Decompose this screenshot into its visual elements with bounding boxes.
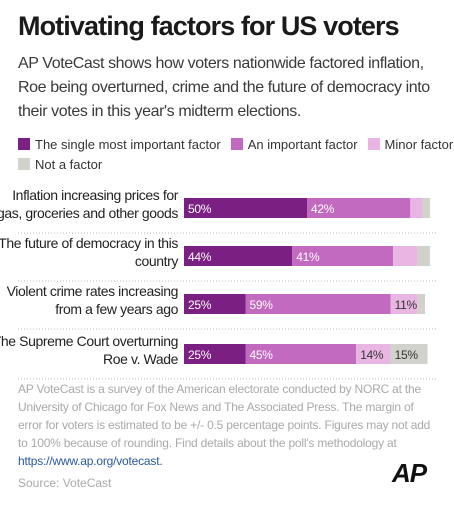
bar-segment xyxy=(417,246,430,266)
data-label: 25% xyxy=(188,348,212,362)
category-label: The future of democracy in this xyxy=(0,235,178,251)
data-label: 44% xyxy=(188,250,212,264)
legend-item-important: An important factor xyxy=(230,136,358,152)
bar-segment xyxy=(245,344,357,364)
bar-segment xyxy=(393,246,418,266)
methodology-note: AP VoteCast is a survey of the American … xyxy=(18,380,436,470)
data-label: 59% xyxy=(250,298,274,312)
category-label: Inflation increasing prices for xyxy=(12,187,179,203)
category-label: Violent crime rates increasing xyxy=(7,283,178,299)
bar-segment xyxy=(245,294,391,314)
bar-segment xyxy=(184,344,246,364)
legend-label: Not a factor xyxy=(35,156,103,172)
ap-logo: AP xyxy=(392,458,427,488)
category-label: gas, groceries and other goods xyxy=(0,205,178,221)
legend-swatch xyxy=(230,138,243,150)
data-label: 42% xyxy=(311,202,335,216)
legend-row: Not a factor xyxy=(18,154,438,174)
category-label: country xyxy=(135,253,179,269)
data-label: 45% xyxy=(250,348,274,362)
bar-segment xyxy=(390,294,418,314)
data-label: 50% xyxy=(188,202,212,216)
bar-segment xyxy=(390,344,428,364)
data-label: 15% xyxy=(395,348,419,362)
legend-item-single-most: The single most important factor xyxy=(18,137,221,152)
legend-swatch xyxy=(18,138,30,150)
note-text: AP VoteCast is a survey of the American … xyxy=(18,382,431,450)
legend-swatch xyxy=(367,138,380,150)
bar-segment xyxy=(184,246,293,266)
legend-item-not-factor: Not a factor xyxy=(18,157,102,172)
chart-title: Motivating factors for US voters xyxy=(18,11,400,41)
legend-label: An important factor xyxy=(247,136,358,152)
bar-segment xyxy=(292,246,394,266)
category-label: from a few years ago xyxy=(55,301,178,317)
bar-segment xyxy=(184,294,246,314)
bar-segment xyxy=(417,294,426,314)
category-label: Roe v. Wade xyxy=(103,351,179,367)
legend: The single most important factor An impo… xyxy=(18,134,453,174)
bar-segment xyxy=(307,198,411,218)
bar-segment xyxy=(422,198,430,218)
data-label: 25% xyxy=(188,298,212,312)
methodology-link[interactable]: https://www.ap.org/votecast. xyxy=(18,454,163,468)
data-label: 11% xyxy=(395,298,418,312)
chart-subtitle: AP VoteCast shows how voters nationwide … xyxy=(18,55,430,120)
legend-swatch xyxy=(18,158,30,170)
data-label: 14% xyxy=(360,348,384,362)
bar-segment xyxy=(356,344,391,364)
bar-segment xyxy=(184,198,307,218)
bar-segment xyxy=(410,198,423,218)
legend-item-minor: Minor factor xyxy=(367,136,454,152)
legend-row: The single most important factor An impo… xyxy=(18,134,453,154)
source-line: Source: VoteCast xyxy=(18,476,112,490)
category-label: The Supreme Court overturning xyxy=(0,333,178,349)
legend-label: Minor factor xyxy=(384,136,454,152)
legend-label: The single most important factor xyxy=(35,136,221,152)
data-label: 41% xyxy=(296,250,320,264)
